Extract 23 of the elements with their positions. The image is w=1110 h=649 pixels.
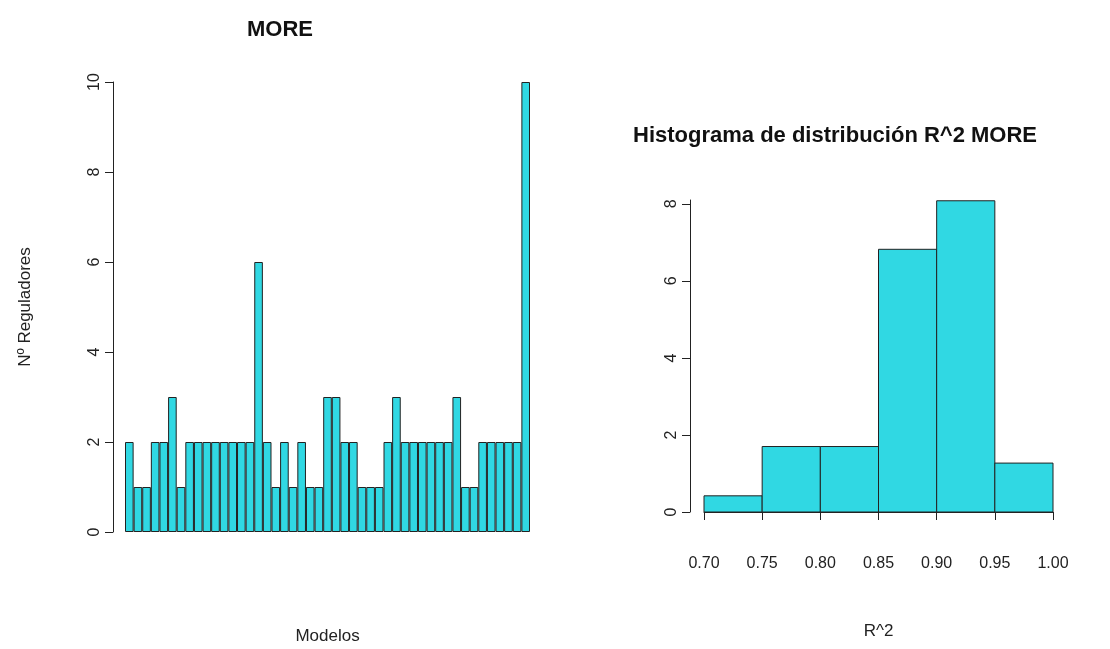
x-tick-label: 0.70 bbox=[688, 553, 720, 571]
y-tick-label: 4 bbox=[84, 347, 102, 357]
y-tick-label: 2 bbox=[661, 430, 679, 440]
y-tick-label: 4 bbox=[661, 353, 679, 363]
y-tick-label: 6 bbox=[661, 276, 679, 286]
y-tick-label: 8 bbox=[661, 199, 679, 209]
x-tick-label: 1.00 bbox=[1037, 553, 1069, 571]
y-tick-label: 2 bbox=[84, 437, 102, 447]
x-tick-label: 0.75 bbox=[746, 553, 778, 571]
x-axis-title: R^2 bbox=[863, 621, 894, 640]
x-tick-label: 0.85 bbox=[862, 553, 895, 571]
y-tick-label: 0 bbox=[84, 527, 102, 537]
y-tick-label: 10 bbox=[84, 73, 102, 91]
x-tick-label: 0.90 bbox=[921, 553, 953, 571]
y-axis-title: Nº Reguladores bbox=[15, 247, 34, 367]
y-tick-label: 8 bbox=[84, 167, 102, 177]
y-tick-label: 0 bbox=[661, 507, 679, 517]
x-axis-title: Modelos bbox=[295, 626, 360, 645]
chart-title: MORE bbox=[247, 15, 313, 41]
x-tick-label: 0.80 bbox=[804, 553, 837, 571]
x-tick-label: 0.95 bbox=[979, 553, 1011, 571]
chart-title: Histograma de distribución R^2 MORE bbox=[632, 121, 1038, 147]
y-tick-label: 6 bbox=[84, 257, 102, 267]
